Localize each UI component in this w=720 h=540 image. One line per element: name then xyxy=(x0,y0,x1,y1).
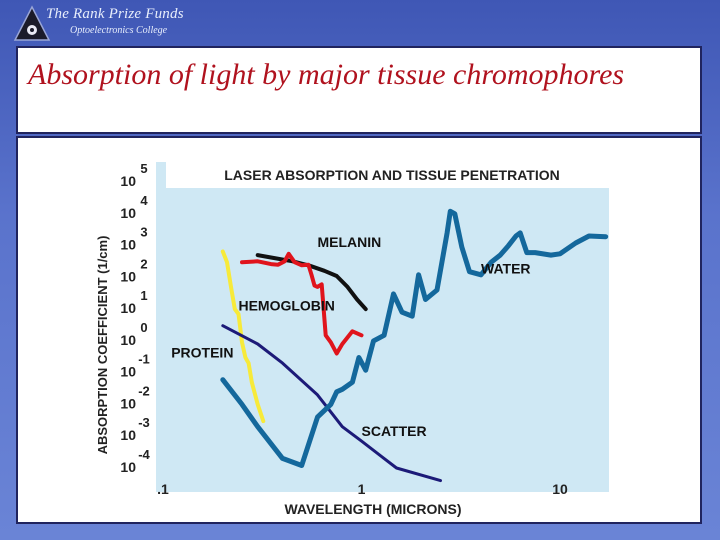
x-tick-label: 1 xyxy=(358,481,366,497)
y-tick-base: 10 xyxy=(120,300,136,316)
series-label-scatter: SCATTER xyxy=(362,423,427,439)
y-tick-base: 10 xyxy=(120,173,136,189)
series-label-hemoglobin: HEMOGLOBIN xyxy=(238,298,334,314)
y-tick-base: 10 xyxy=(120,205,136,221)
chart-plot-area xyxy=(156,162,609,492)
x-tick-label: 10 xyxy=(552,481,568,497)
y-tick-exponent: 0 xyxy=(140,320,147,335)
y-tick-exponent: 1 xyxy=(140,288,147,303)
y-tick-base: 10 xyxy=(120,395,136,411)
series-label-protein: PROTEIN xyxy=(171,345,233,361)
y-tick-exponent: 3 xyxy=(140,225,147,240)
y-tick-exponent: -1 xyxy=(138,352,150,367)
rank-prize-logo xyxy=(13,5,51,41)
y-tick-base: 10 xyxy=(120,364,136,380)
series-line-protein xyxy=(220,249,266,424)
x-axis-label: WAVELENGTH (MICRONS) xyxy=(284,501,461,517)
slide-title: Absorption of light by major tissue chro… xyxy=(28,58,625,91)
series-label-water: WATER xyxy=(481,261,531,277)
y-tick-base: 10 xyxy=(120,427,136,443)
y-tick-exponent: 5 xyxy=(140,161,147,176)
series-line-water xyxy=(220,208,609,468)
brand-block: The Rank Prize Funds Optoelectronics Col… xyxy=(46,6,184,36)
series-line-melanin xyxy=(255,253,368,312)
chart-title-band xyxy=(166,162,609,188)
y-tick-exponent: 2 xyxy=(140,256,147,271)
y-tick-base: 10 xyxy=(120,459,136,475)
brand-name: The Rank Prize Funds xyxy=(46,6,184,22)
y-tick-base: 10 xyxy=(120,237,136,253)
y-tick-exponent: -3 xyxy=(138,415,150,430)
y-tick-base: 10 xyxy=(120,268,136,284)
y-axis-label: ABSORPTION COEFFICIENT (1/cm) xyxy=(95,236,110,455)
y-tick-exponent: 4 xyxy=(140,193,148,208)
series-label-melanin: MELANIN xyxy=(317,234,381,250)
y-tick-base: 10 xyxy=(120,332,136,348)
series-line-hemoglobin xyxy=(240,251,364,356)
y-tick-exponent: -4 xyxy=(138,447,150,462)
chart-title: LASER ABSORPTION AND TISSUE PENETRATION xyxy=(224,167,560,183)
series-line-scatter xyxy=(221,324,442,483)
slide-title-box: Absorption of light by major tissue chro… xyxy=(16,46,702,134)
x-tick-label: .1 xyxy=(157,481,169,497)
brand-subtitle: Optoelectronics College xyxy=(70,25,168,36)
y-tick-exponent: -2 xyxy=(138,383,150,398)
